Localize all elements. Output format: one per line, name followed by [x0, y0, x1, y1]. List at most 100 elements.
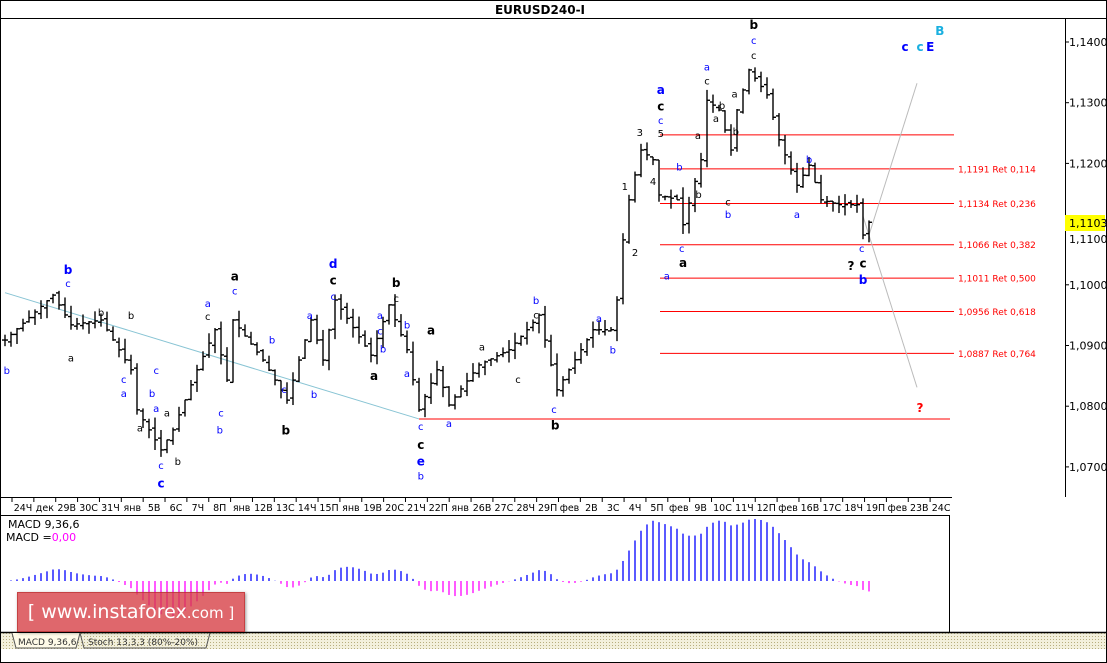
time-tick-label: 15П	[319, 503, 338, 514]
time-tick-label: янв	[124, 503, 142, 514]
time-tick-label: 11Ч	[735, 503, 754, 514]
price-bar	[188, 379, 194, 401]
wave-label: 3	[637, 128, 643, 139]
trendline	[4, 292, 420, 420]
wave-label: e	[417, 454, 425, 468]
price-bar	[332, 294, 338, 340]
instaforex-watermark[interactable]: [ www.instaforex.com ]	[17, 592, 245, 632]
price-bar	[56, 290, 62, 310]
wave-label: a	[153, 404, 159, 415]
wave-label: c	[916, 40, 923, 54]
wave-label: b	[404, 320, 410, 331]
time-tick-label: 24Ч	[14, 503, 33, 514]
wave-label: c	[658, 116, 664, 127]
wave-label: c	[330, 273, 337, 287]
indicator-tab-bar	[1, 633, 1106, 649]
time-tick-label: 20С	[385, 503, 404, 514]
price-bar	[746, 68, 752, 95]
time-tick-label: 3С	[607, 503, 620, 514]
wave-label: d	[329, 257, 338, 271]
price-bar	[812, 162, 818, 184]
time-tick-label: 16В	[801, 503, 820, 514]
wave-label: 2	[632, 248, 638, 259]
price-tick-label: 1,0700	[1069, 461, 1107, 474]
wave-label: B	[935, 24, 944, 38]
wave-label: a	[704, 62, 710, 73]
price-bar	[248, 331, 254, 345]
wave-label: a	[695, 131, 701, 142]
time-tick-label: 23В	[910, 503, 929, 514]
wave-label: c	[859, 256, 866, 270]
price-bar	[494, 352, 500, 363]
wave-label: c	[218, 408, 224, 419]
price-bar	[392, 294, 398, 328]
fib-level-label: 1,1011 Ret 0,500	[958, 275, 1036, 285]
price-plot-area[interactable]: 1,1191 Ret 0,114 1,1134 Ret 0,236 1,1066 R…	[2, 18, 1036, 490]
price-bar	[338, 294, 344, 320]
time-tick-label: 17С	[822, 503, 841, 514]
time-tick-label: янв	[233, 503, 251, 514]
price-bar	[242, 324, 248, 337]
time-tick-label: 12П	[757, 503, 776, 514]
wave-label: c	[377, 326, 383, 337]
price-bar	[404, 330, 410, 354]
price-bar	[398, 314, 404, 337]
wave-label: a	[377, 311, 383, 322]
wave-label: b	[269, 335, 275, 346]
price-bar	[866, 220, 872, 243]
price-bar	[596, 320, 602, 335]
price-bar	[416, 377, 422, 412]
price-bar	[452, 394, 458, 410]
fib-level-label: 1,1134 Ret 0,236	[958, 200, 1036, 210]
price-bar	[50, 293, 56, 304]
price-tick-label: 1,1000	[1069, 279, 1107, 292]
price-bar	[350, 308, 356, 338]
price-bar	[434, 360, 440, 386]
price-bar	[770, 88, 776, 121]
price-bar	[818, 174, 824, 204]
price-bar	[212, 328, 218, 354]
price-bar	[554, 353, 560, 397]
price-bar	[860, 198, 866, 240]
time-tick-label: янв	[451, 503, 469, 514]
price-bar	[314, 314, 320, 345]
price-bar	[380, 316, 386, 349]
wave-label: b	[149, 389, 155, 400]
price-bar	[386, 304, 392, 325]
price-bar	[254, 342, 260, 356]
tab-macd[interactable]: MACD 9,36,6	[11, 632, 81, 649]
time-tick-label: 10С	[713, 503, 732, 514]
time-tick-label: 19П	[866, 503, 885, 514]
price-bar	[614, 296, 620, 342]
price-bar	[2, 334, 8, 347]
price-bar	[302, 339, 308, 359]
price-bar	[20, 318, 26, 332]
price-bar	[356, 316, 362, 344]
time-tick-label: 14Ч	[298, 503, 317, 514]
wave-label: b	[676, 162, 682, 173]
price-bar	[284, 382, 290, 404]
wave-label: b	[64, 263, 73, 277]
wave-label: b	[4, 366, 10, 377]
price-tick-label: 1,0900	[1069, 340, 1107, 353]
macd-value-label: MACD =0,00	[6, 531, 76, 544]
price-bar	[638, 143, 644, 178]
price-bar	[230, 319, 236, 384]
time-tick-label: 13С	[276, 503, 295, 514]
wave-label: b	[859, 273, 868, 287]
time-tick-label: 5В	[148, 503, 161, 514]
price-bar	[200, 351, 206, 371]
price-bar	[320, 329, 326, 366]
fib-level-label: 1,1191 Ret 0,114	[958, 165, 1036, 175]
price-bar	[830, 200, 836, 212]
price-bar	[824, 196, 830, 207]
price-bar	[854, 194, 860, 213]
time-tick-label: фев	[560, 503, 580, 514]
price-bar	[590, 321, 596, 348]
tab-stoch[interactable]: Stoch 13,3,3 (80%-20%)	[79, 632, 211, 649]
price-bar	[716, 104, 722, 112]
price-bar	[524, 321, 530, 345]
wave-label: a	[794, 210, 800, 221]
price-bar	[650, 156, 656, 166]
